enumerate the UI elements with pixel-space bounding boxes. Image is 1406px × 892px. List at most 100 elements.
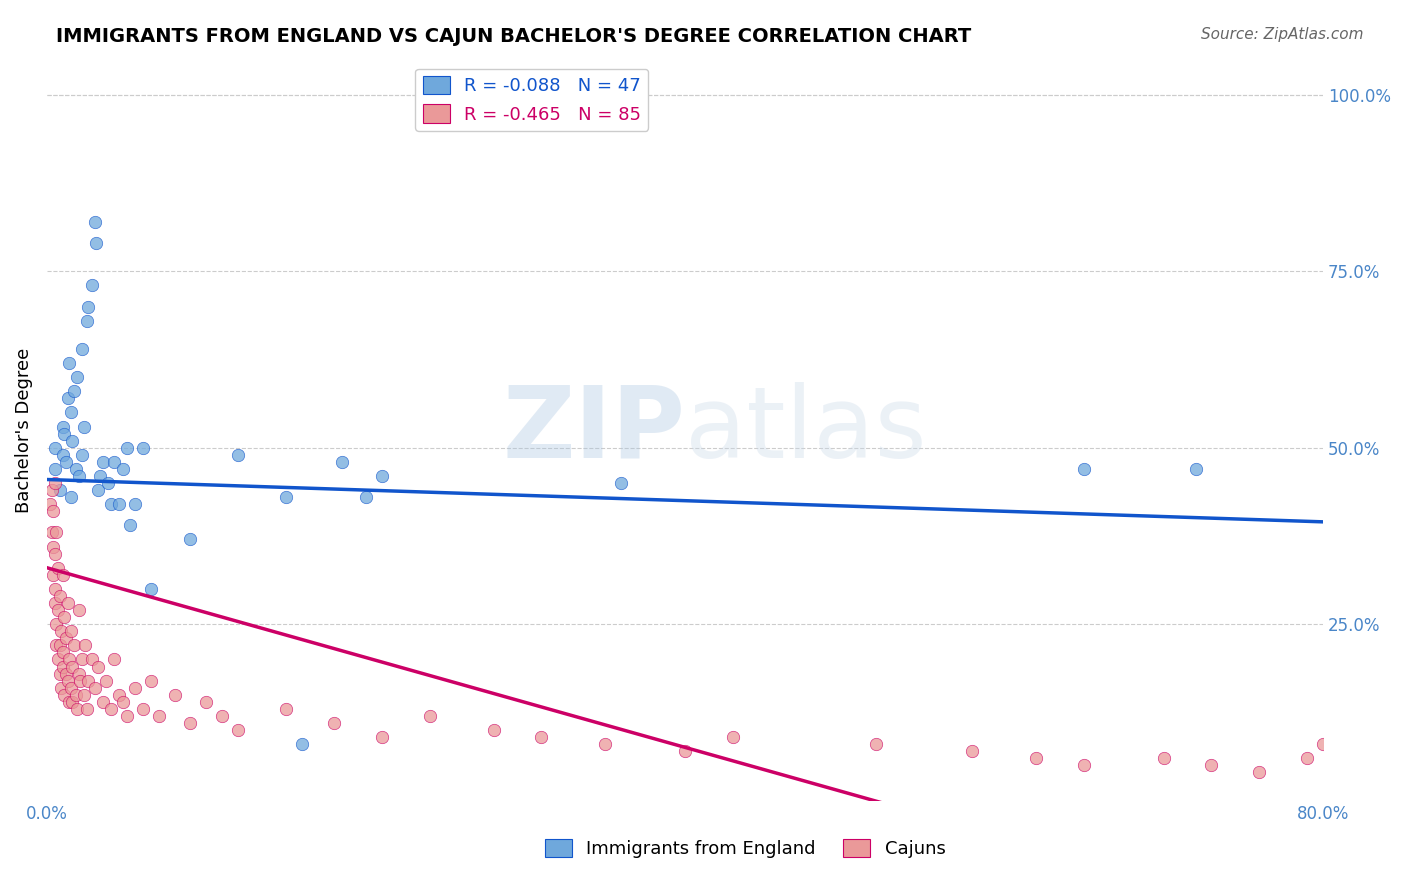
Point: [45, 638, 67, 652]
Point: [42, 540, 65, 554]
Point: [673, 744, 696, 758]
Point: [67, 469, 90, 483]
Point: [1025, 751, 1047, 765]
Point: [91, 455, 114, 469]
Point: [291, 737, 314, 751]
Point: [51, 681, 73, 695]
Point: [75, 638, 97, 652]
Point: [118, 518, 141, 533]
Point: [58, 356, 80, 370]
Point: [100, 702, 122, 716]
Point: [371, 469, 394, 483]
Point: [52, 659, 75, 673]
Point: [53, 426, 76, 441]
Point: [87, 483, 110, 497]
Point: [48, 638, 70, 652]
Point: [42, 504, 65, 518]
Point: [77, 300, 100, 314]
Point: [41, 525, 63, 540]
Point: [52, 419, 75, 434]
Point: [56, 596, 79, 610]
Y-axis label: Bachelor's Degree: Bachelor's Degree: [15, 348, 32, 513]
Point: [115, 441, 138, 455]
Point: [107, 497, 129, 511]
Point: [55, 666, 77, 681]
Point: [131, 702, 153, 716]
Point: [46, 560, 69, 574]
Point: [66, 370, 89, 384]
Point: [131, 441, 153, 455]
Point: [44, 462, 66, 476]
Text: ZIP: ZIP: [502, 382, 685, 479]
Point: [228, 723, 250, 737]
Point: [1073, 462, 1095, 476]
Point: [593, 737, 616, 751]
Point: [83, 215, 105, 229]
Point: [59, 405, 82, 419]
Point: [80, 652, 103, 666]
Point: [721, 730, 744, 744]
Legend: Immigrants from England, Cajuns: Immigrants from England, Cajuns: [537, 831, 953, 865]
Point: [179, 533, 201, 547]
Point: [330, 455, 353, 469]
Point: [52, 567, 75, 582]
Point: [44, 582, 66, 596]
Point: [86, 236, 108, 251]
Point: [276, 490, 298, 504]
Point: [100, 497, 122, 511]
Point: [124, 681, 146, 695]
Point: [354, 490, 377, 504]
Point: [163, 688, 186, 702]
Point: [1249, 765, 1271, 780]
Point: [72, 419, 94, 434]
Point: [39, 497, 62, 511]
Point: [960, 744, 983, 758]
Point: [44, 547, 66, 561]
Point: [865, 737, 887, 751]
Point: [107, 688, 129, 702]
Point: [1073, 758, 1095, 772]
Point: [67, 666, 90, 681]
Point: [70, 448, 93, 462]
Point: [179, 716, 201, 731]
Point: [72, 688, 94, 702]
Point: [276, 702, 298, 716]
Point: [53, 610, 76, 624]
Point: [69, 673, 91, 688]
Point: [62, 434, 84, 448]
Point: [89, 469, 111, 483]
Point: [46, 603, 69, 617]
Point: [124, 497, 146, 511]
Point: [56, 392, 79, 406]
Point: [41, 483, 63, 497]
Point: [44, 596, 66, 610]
Text: atlas: atlas: [685, 382, 927, 479]
Point: [1344, 765, 1367, 780]
Point: [62, 659, 84, 673]
Point: [65, 462, 87, 476]
Point: [70, 342, 93, 356]
Point: [211, 709, 233, 723]
Point: [44, 476, 66, 491]
Point: [1201, 758, 1223, 772]
Point: [80, 278, 103, 293]
Point: [482, 723, 505, 737]
Point: [42, 567, 65, 582]
Point: [67, 603, 90, 617]
Point: [419, 709, 441, 723]
Point: [115, 709, 138, 723]
Point: [55, 455, 77, 469]
Point: [91, 695, 114, 709]
Point: [53, 688, 76, 702]
Point: [1312, 737, 1334, 751]
Point: [63, 638, 86, 652]
Point: [70, 652, 93, 666]
Point: [45, 525, 67, 540]
Point: [610, 476, 633, 491]
Point: [52, 645, 75, 659]
Point: [228, 448, 250, 462]
Point: [94, 673, 117, 688]
Point: [58, 652, 80, 666]
Point: [59, 681, 82, 695]
Point: [44, 441, 66, 455]
